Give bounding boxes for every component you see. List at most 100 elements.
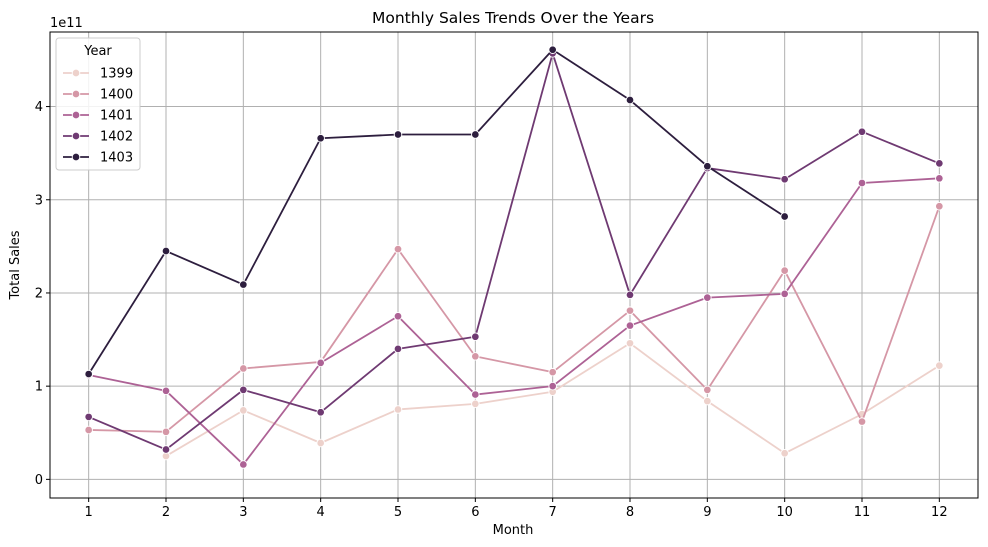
data-point xyxy=(857,178,867,188)
series-line-1402 xyxy=(88,52,940,451)
data-point xyxy=(935,361,944,370)
series-1400 xyxy=(84,202,944,437)
x-axis-title: Month xyxy=(493,523,534,538)
series-1401 xyxy=(84,174,944,469)
y-tick-label: 0 xyxy=(35,473,43,488)
data-point xyxy=(239,280,248,289)
data-point xyxy=(316,408,325,417)
legend-item: 1399 xyxy=(63,67,133,82)
data-point xyxy=(316,133,325,143)
legend-item: 1400 xyxy=(63,88,133,103)
data-point xyxy=(935,174,944,183)
data-point xyxy=(471,399,480,409)
data-point xyxy=(239,460,248,469)
legend-title: Year xyxy=(83,44,112,59)
data-point xyxy=(935,159,944,168)
data-point xyxy=(548,45,557,54)
data-point xyxy=(239,406,248,415)
data-point xyxy=(161,427,171,437)
data-point xyxy=(316,358,325,368)
data-point xyxy=(161,246,171,256)
data-point xyxy=(161,445,171,454)
y-tick-label: 4 xyxy=(35,100,43,115)
data-point xyxy=(548,367,557,377)
data-point xyxy=(780,266,789,275)
gridlines xyxy=(50,32,978,498)
x-tick-label: 3 xyxy=(239,505,247,520)
legend: Year 1399 1400 1401 1402 1403 xyxy=(55,37,141,171)
legend-label: 1402 xyxy=(100,130,133,145)
data-point xyxy=(393,405,403,414)
data-point xyxy=(703,293,712,302)
x-tick-label: 7 xyxy=(549,505,557,520)
data-point xyxy=(239,364,248,373)
legend-item: 1403 xyxy=(63,151,133,166)
data-point xyxy=(161,386,171,396)
data-point xyxy=(935,202,944,211)
data-point xyxy=(393,130,403,139)
series-line-1403 xyxy=(87,48,786,375)
legend-swatch-marker xyxy=(71,89,81,99)
legend-swatch-marker xyxy=(71,68,81,78)
legend-label: 1400 xyxy=(100,88,133,103)
y-tick-label: 1 xyxy=(35,380,43,395)
legend-label: 1403 xyxy=(100,151,133,166)
x-tick-label: 9 xyxy=(703,505,711,520)
data-point xyxy=(625,321,635,330)
x-tick-label: 10 xyxy=(776,505,793,520)
x-tick-label: 4 xyxy=(317,505,325,520)
data-point xyxy=(471,352,480,361)
series-1403 xyxy=(84,45,789,379)
data-point xyxy=(857,127,867,136)
series-line-1400 xyxy=(88,205,941,433)
x-tick-label: 11 xyxy=(854,505,871,520)
x-tick-label: 6 xyxy=(471,505,479,520)
series-1399 xyxy=(161,339,944,461)
data-point xyxy=(393,244,403,254)
data-point xyxy=(316,438,325,448)
y-axis-title: Total Sales xyxy=(8,230,23,300)
data-point xyxy=(393,312,403,321)
x-tick-label: 12 xyxy=(931,505,948,520)
plot-frame xyxy=(49,31,979,499)
data-point xyxy=(780,212,789,221)
data-point xyxy=(625,95,635,105)
legend-label: 1399 xyxy=(100,67,133,82)
data-point xyxy=(548,381,557,391)
data-point xyxy=(471,390,480,399)
y-tick-label: 2 xyxy=(35,286,43,301)
y-tick-label: 3 xyxy=(35,193,43,208)
data-point xyxy=(393,344,403,354)
data-point xyxy=(703,385,712,395)
data-point xyxy=(84,412,93,422)
data-point xyxy=(780,175,789,184)
data-point xyxy=(703,396,712,406)
x-tick-label: 5 xyxy=(394,505,402,520)
y-offset-label: 1e11 xyxy=(50,16,83,31)
legend-label: 1401 xyxy=(100,109,133,124)
data-point xyxy=(84,369,93,379)
data-point xyxy=(625,290,635,300)
legend-item: 1401 xyxy=(63,109,133,124)
data-point xyxy=(703,161,712,171)
x-tick-label: 2 xyxy=(162,505,170,520)
data-point xyxy=(471,332,480,342)
legend-swatch-marker xyxy=(71,131,81,141)
data-point xyxy=(625,339,635,348)
series-lines xyxy=(84,45,944,469)
data-point xyxy=(780,449,789,458)
x-tick-label: 8 xyxy=(626,505,634,520)
data-point xyxy=(239,385,248,395)
chart-title: Monthly Sales Trends Over the Years xyxy=(372,9,654,27)
data-point xyxy=(84,425,93,435)
x-tick-label: 1 xyxy=(85,505,93,520)
series-line-1401 xyxy=(88,177,940,466)
legend-swatch-marker xyxy=(71,152,81,162)
data-point xyxy=(471,130,480,139)
data-point xyxy=(857,417,867,426)
data-point xyxy=(625,306,635,315)
legend-item: 1402 xyxy=(63,130,133,145)
legend-swatch-marker xyxy=(71,110,81,120)
